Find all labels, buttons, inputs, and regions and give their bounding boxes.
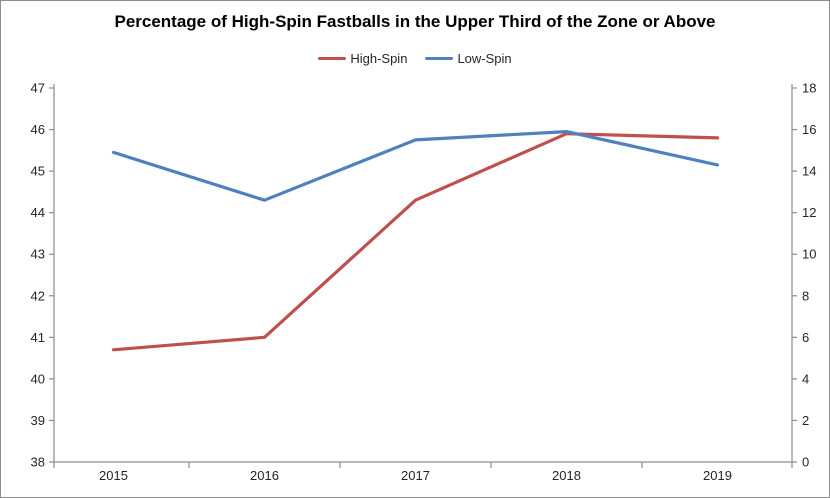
right-axis-tick-label: 10 [802,247,816,262]
left-axis-tick-label: 40 [31,371,45,386]
legend-item-high-spin: High-Spin [318,51,407,66]
left-axis-tick-label: 46 [31,122,45,137]
left-axis-tick-label: 41 [31,330,45,345]
right-axis-tick-label: 4 [802,371,809,386]
right-axis-tick-label: 2 [802,413,809,428]
series-line-high-spin [111,132,720,352]
left-axis-tick-label: 43 [31,247,45,262]
right-axis-tick-label: 16 [802,122,816,137]
left-axis-tick-label: 45 [31,164,45,179]
right-axis-tick-label: 6 [802,330,809,345]
right-axis-tick-label: 0 [802,455,809,470]
left-axis-tick-label: 47 [31,81,45,96]
x-axis-category-label: 2015 [99,468,128,483]
right-axis-tick-label: 12 [802,205,816,220]
left-axis-tick-label: 38 [31,455,45,470]
x-axis-category-label: 2019 [703,468,732,483]
right-axis-tick-label: 8 [802,288,809,303]
left-axis-tick-label: 42 [31,288,45,303]
legend-item-low-spin: Low-Spin [425,51,512,66]
high-spin-line-swatch [318,57,347,60]
left-axis-tick-label: 44 [31,205,45,220]
legend-label-high-spin: High-Spin [350,51,408,66]
series-line-low-spin [111,130,720,202]
legend-label-low-spin: Low-Spin [457,51,512,66]
right-axis-tick-label: 14 [802,164,816,179]
right-axis-tick-label: 18 [802,81,816,96]
x-axis-category-label: 2016 [250,468,279,483]
left-axis-tick-label: 39 [31,413,45,428]
chart-title: Percentage of High-Spin Fastballs in the… [114,12,716,31]
x-axis-category-label: 2018 [552,468,581,483]
x-axis-category-label: 2017 [401,468,430,483]
chart-legend: High-Spin Low-Spin [1,51,829,66]
low-spin-line-swatch [425,57,454,60]
axes [53,84,793,463]
